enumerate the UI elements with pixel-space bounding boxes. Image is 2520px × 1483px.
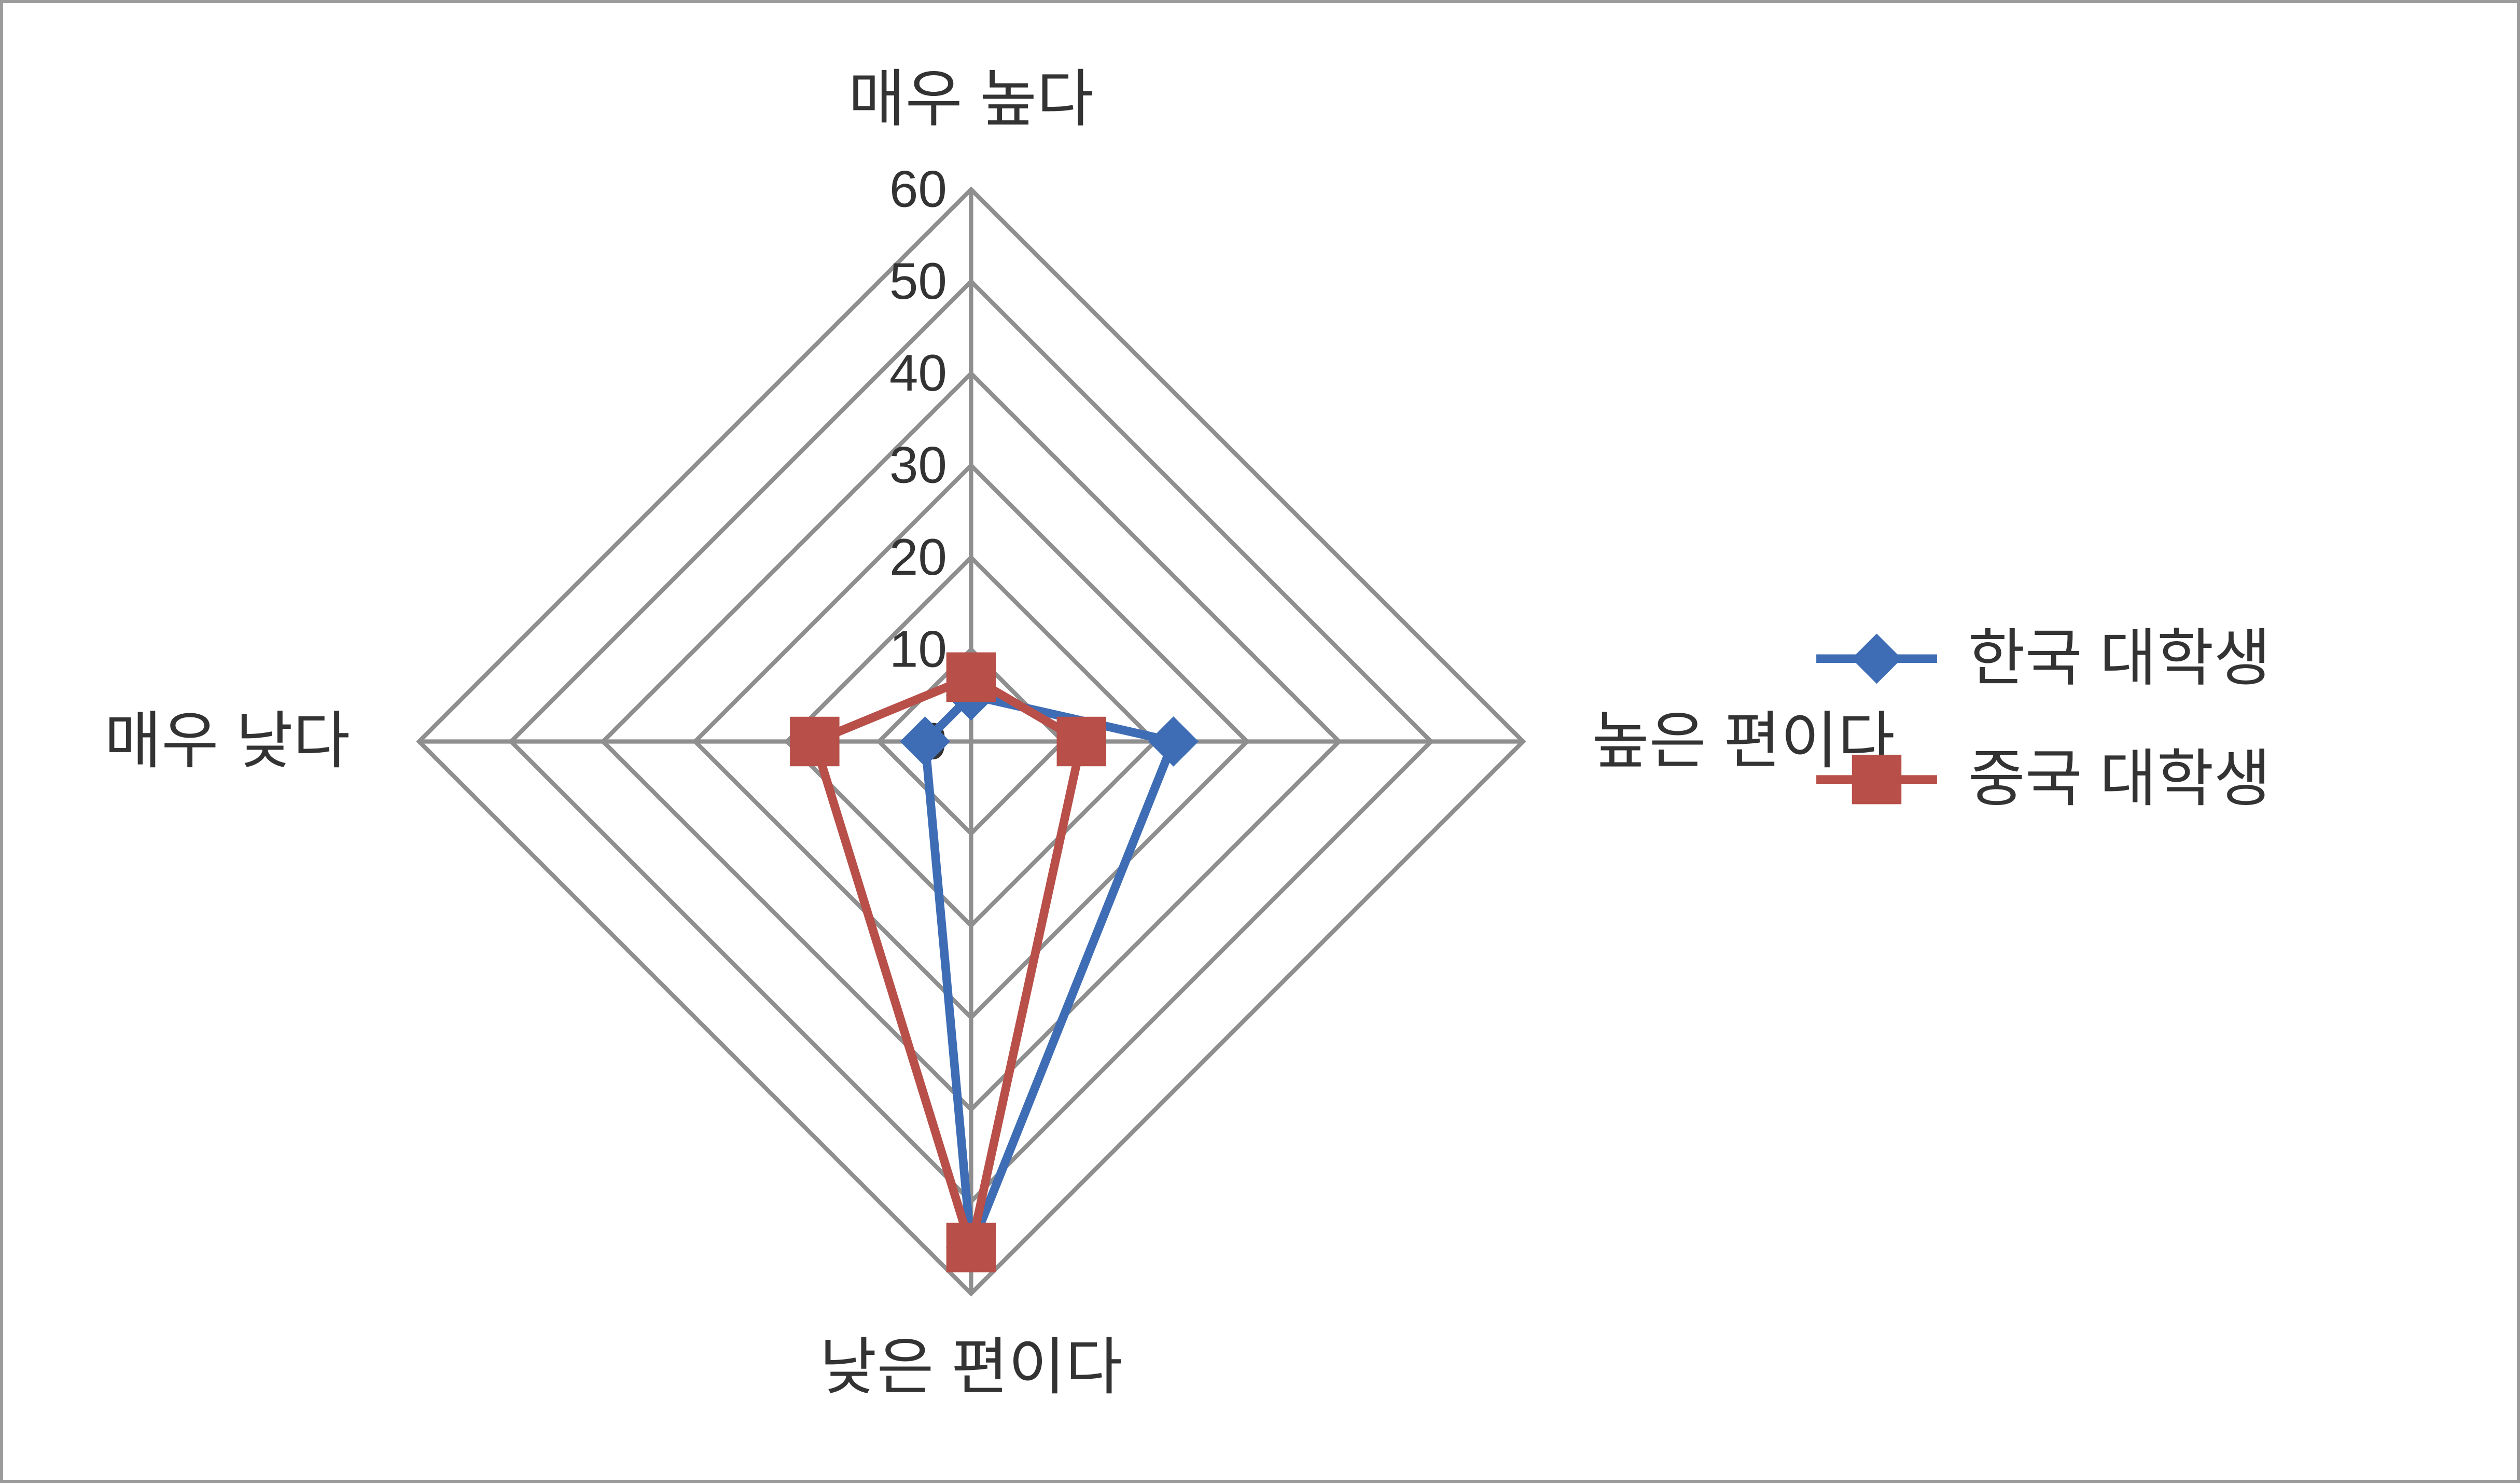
data-marker — [1150, 717, 1198, 765]
category-label: 낮은 편이다 — [819, 1333, 1122, 1402]
radar-chart: 0102030405060매우 높다높은 편이다낮은 편이다매우 낮다한국 대학… — [3, 3, 2517, 1480]
legend-label: 중국 대학생 — [1968, 745, 2271, 814]
tick-label: 60 — [889, 160, 947, 218]
data-marker — [1853, 756, 1900, 803]
data-marker — [1057, 717, 1105, 765]
category-label: 높은 편이다 — [1592, 706, 1895, 775]
series-line — [925, 696, 1174, 1248]
tick-label: 30 — [889, 437, 947, 494]
tick-label: 40 — [889, 344, 947, 402]
tick-label: 10 — [889, 620, 947, 678]
tick-label: 20 — [889, 529, 947, 586]
tick-label: 50 — [889, 253, 947, 310]
chart-frame: 0102030405060매우 높다높은 편이다낮은 편이다매우 낮다한국 대학… — [0, 0, 2520, 1483]
data-marker — [947, 1224, 995, 1271]
data-marker — [1853, 635, 1900, 683]
category-label: 매우 높다 — [848, 65, 1094, 134]
category-label: 매우 낮다 — [104, 706, 350, 775]
legend-label: 한국 대학생 — [1968, 624, 2271, 693]
data-marker — [791, 717, 839, 765]
data-marker — [947, 653, 995, 701]
